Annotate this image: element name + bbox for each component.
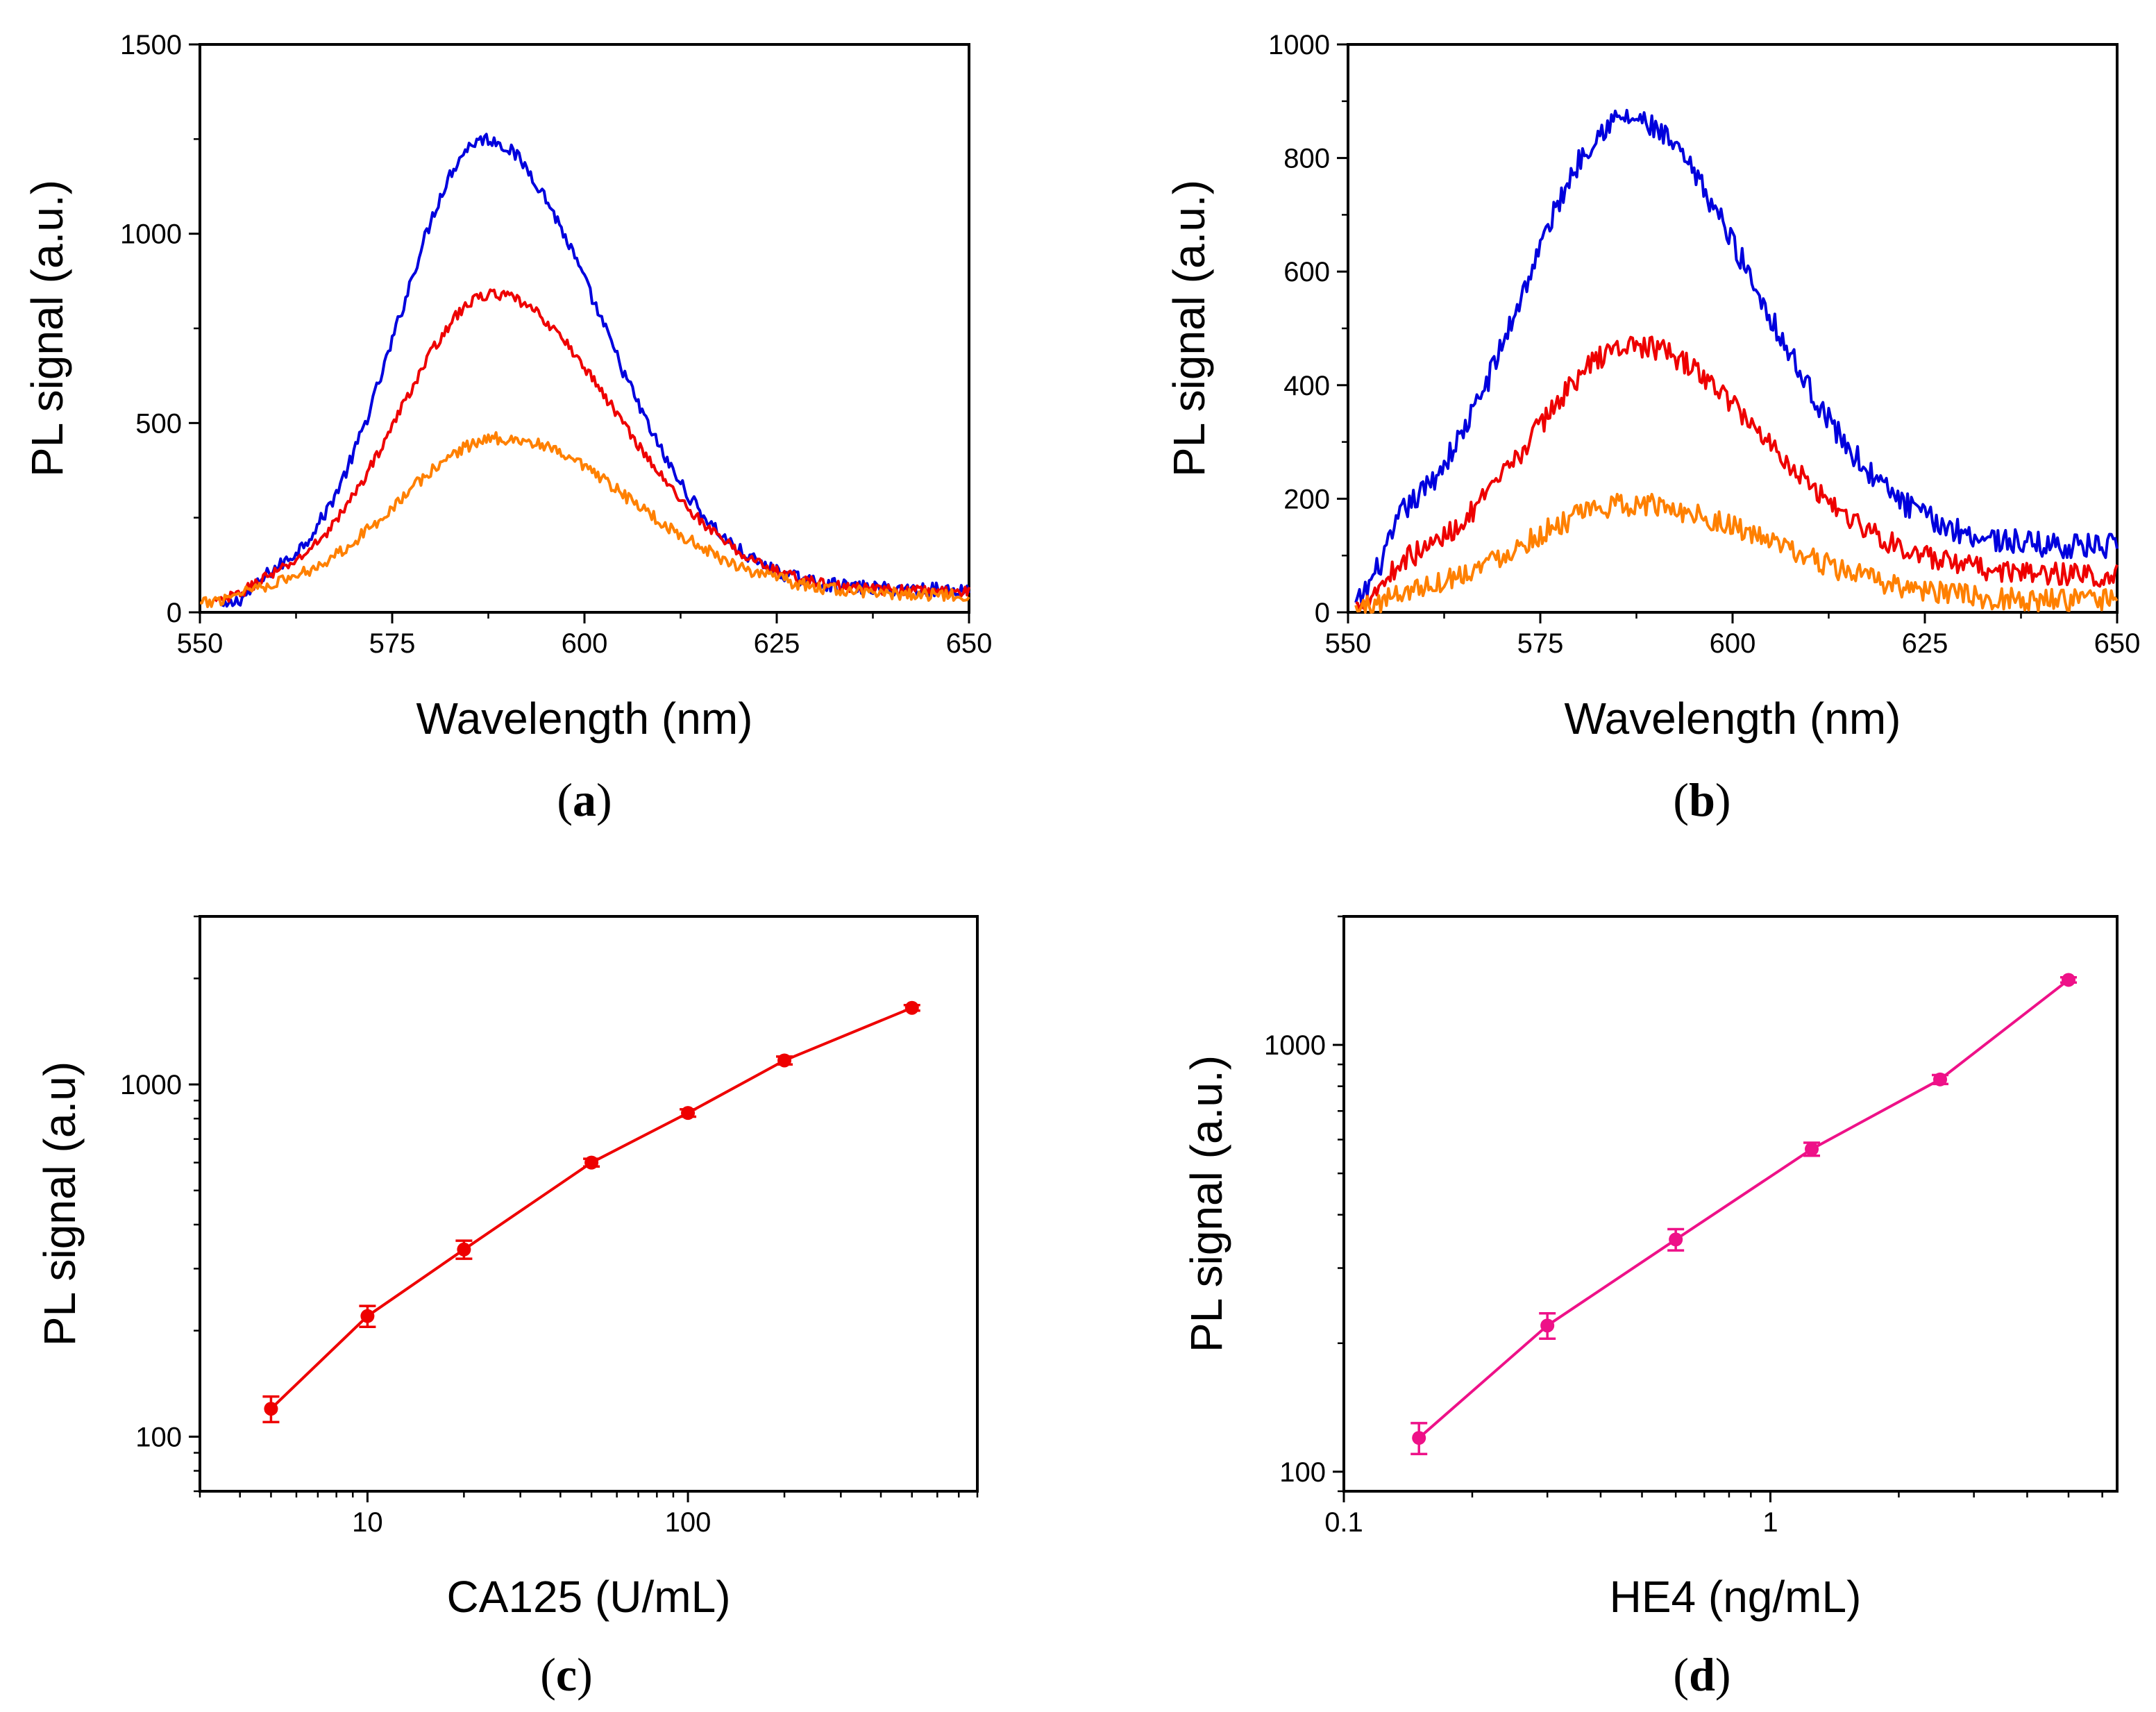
x-tick-label: 625	[1902, 628, 1948, 659]
x-tick-label: 550	[1325, 628, 1372, 659]
data-point	[1540, 1318, 1555, 1333]
y-tick-label: 1000	[120, 1070, 182, 1100]
y-tick-label: 1500	[120, 30, 182, 60]
data-point	[1412, 1431, 1426, 1445]
x-tick-label: 650	[2094, 628, 2141, 659]
x-tick-label: 100	[665, 1507, 711, 1538]
panel-label-d: (d)	[1673, 1648, 1730, 1701]
spectrum-line-blue	[1354, 108, 2119, 605]
data-point	[2061, 973, 2075, 987]
data-point	[777, 1053, 792, 1068]
data-point	[360, 1309, 375, 1323]
panel-label-a: (a)	[557, 773, 612, 826]
y-tick-label: 200	[1283, 484, 1330, 514]
data-point	[681, 1106, 696, 1121]
panel-a: 550 575 600 625 650 0 500 1000 1500 Wavelength (…	[22, 30, 992, 826]
y-tick-label: 1000	[1268, 30, 1330, 60]
x-tick-label: 600	[562, 628, 608, 659]
panel-b: 550 575 600 625 650 0 200 400 600 800 1000 Wavelen…	[1164, 30, 2140, 826]
x-tick-label: 550	[177, 628, 224, 659]
y-tick-label: 100	[1279, 1457, 1326, 1488]
x-tick-label: 0.1	[1324, 1507, 1363, 1538]
x-tick-label: 1	[1762, 1507, 1778, 1538]
calibration-line	[1417, 978, 2070, 1439]
x-tick-label: 650	[946, 628, 993, 659]
x-tick-label: 575	[369, 628, 416, 659]
y-tick-label: 1000	[120, 219, 182, 250]
plot-frame	[1342, 915, 2119, 1493]
x-axis-label: Wavelength (nm)	[416, 694, 753, 744]
y-axis-label: PL signal (a.u.)	[22, 180, 72, 477]
y-tick-label: 0	[1315, 598, 1330, 628]
x-tick-label: 625	[754, 628, 800, 659]
data-point	[457, 1242, 471, 1257]
y-tick-label: 500	[135, 408, 182, 439]
panel-d: 0.1 1 100 1000 HE4 (ng/mL) PL signal (a.u.)…	[1181, 915, 2119, 1701]
spectrum-line-orange	[1354, 492, 2119, 614]
y-tick-label: 600	[1283, 257, 1330, 287]
data-point	[1669, 1232, 1683, 1247]
y-tick-label: 0	[167, 598, 182, 628]
spectrum-line-orange	[199, 431, 970, 608]
calibration-line	[270, 1006, 913, 1410]
data-point	[904, 1000, 919, 1015]
x-tick-label: 10	[352, 1507, 383, 1538]
x-axis-label: CA125 (U/mL)	[447, 1572, 731, 1622]
spectrum-line-blue	[221, 133, 970, 608]
x-tick-label: 600	[1710, 628, 1756, 659]
panel-label-b: (b)	[1673, 773, 1730, 826]
y-axis-label: PL signal (a.u.)	[1164, 180, 1214, 477]
y-tick-label: 100	[135, 1422, 182, 1452]
y-axis-label: PL signal (a.u.)	[1181, 1055, 1231, 1352]
x-axis-label: Wavelength (nm)	[1565, 694, 1901, 744]
panel-c: 10 100 100 1000 CA125 (U/mL) PL signal (a.u…	[35, 915, 979, 1701]
y-axis-label: PL signal (a.u)	[35, 1061, 85, 1346]
spectrum-line-red	[1355, 335, 2119, 613]
panel-label-c: (c)	[540, 1648, 593, 1701]
spectrum-line-red	[214, 288, 970, 603]
x-axis-label: HE4 (ng/mL)	[1610, 1572, 1862, 1622]
y-tick-label: 1000	[1264, 1030, 1326, 1061]
y-tick-label: 400	[1283, 371, 1330, 401]
data-point	[584, 1155, 599, 1170]
x-tick-label: 575	[1517, 628, 1564, 659]
data-point	[1805, 1142, 1819, 1157]
data-point	[264, 1402, 278, 1416]
plot-frame	[199, 915, 979, 1493]
data-point	[1933, 1072, 1948, 1086]
y-tick-label: 800	[1283, 144, 1330, 174]
